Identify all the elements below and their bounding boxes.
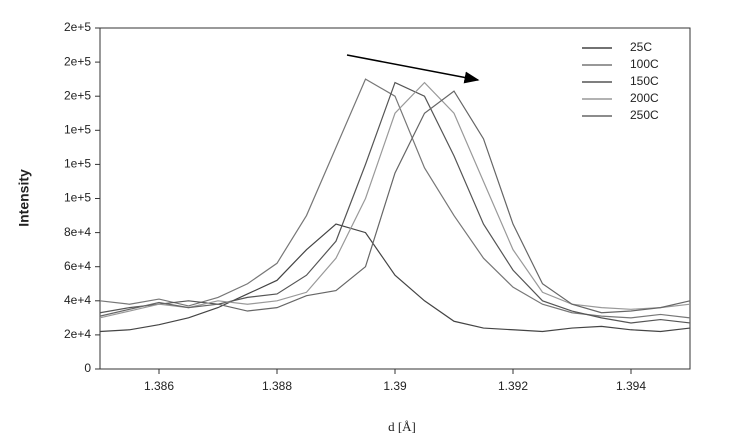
legend-label: 200C <box>630 91 659 105</box>
y-tick-label: 8e+4 <box>64 225 91 239</box>
y-tick-label: 2e+5 <box>64 54 91 68</box>
x-tick-label: 1.394 <box>616 379 646 393</box>
x-tick-label: 1.386 <box>144 379 174 393</box>
y-tick-label: 2e+5 <box>64 20 91 34</box>
x-tick-label: 1.388 <box>262 379 292 393</box>
y-tick-label: 6e+4 <box>64 259 91 273</box>
y-tick-label: 0 <box>84 361 91 375</box>
y-axis-label: Intensity <box>16 169 32 227</box>
series-line <box>99 81 691 319</box>
x-axis-label: d [Å] <box>388 419 416 434</box>
x-tick-label: 1.39 <box>383 379 407 393</box>
y-tick-label: 1e+5 <box>64 122 91 136</box>
shift-arrow <box>346 54 480 84</box>
legend-label: 150C <box>630 74 659 88</box>
x-tick-label: 1.392 <box>498 379 528 393</box>
series-line <box>99 223 691 333</box>
series-line <box>99 90 691 317</box>
y-tick-label: 1e+5 <box>64 157 91 171</box>
y-tick-label: 4e+4 <box>64 293 91 307</box>
y-tick-label: 1e+5 <box>64 191 91 205</box>
y-tick-label: 2e+5 <box>64 88 91 102</box>
legend-label: 100C <box>630 57 659 71</box>
y-tick-label: 2e+4 <box>64 327 91 341</box>
series-line <box>99 81 691 324</box>
legend-label: 250C <box>630 108 659 122</box>
legend-label: 25C <box>630 40 652 54</box>
